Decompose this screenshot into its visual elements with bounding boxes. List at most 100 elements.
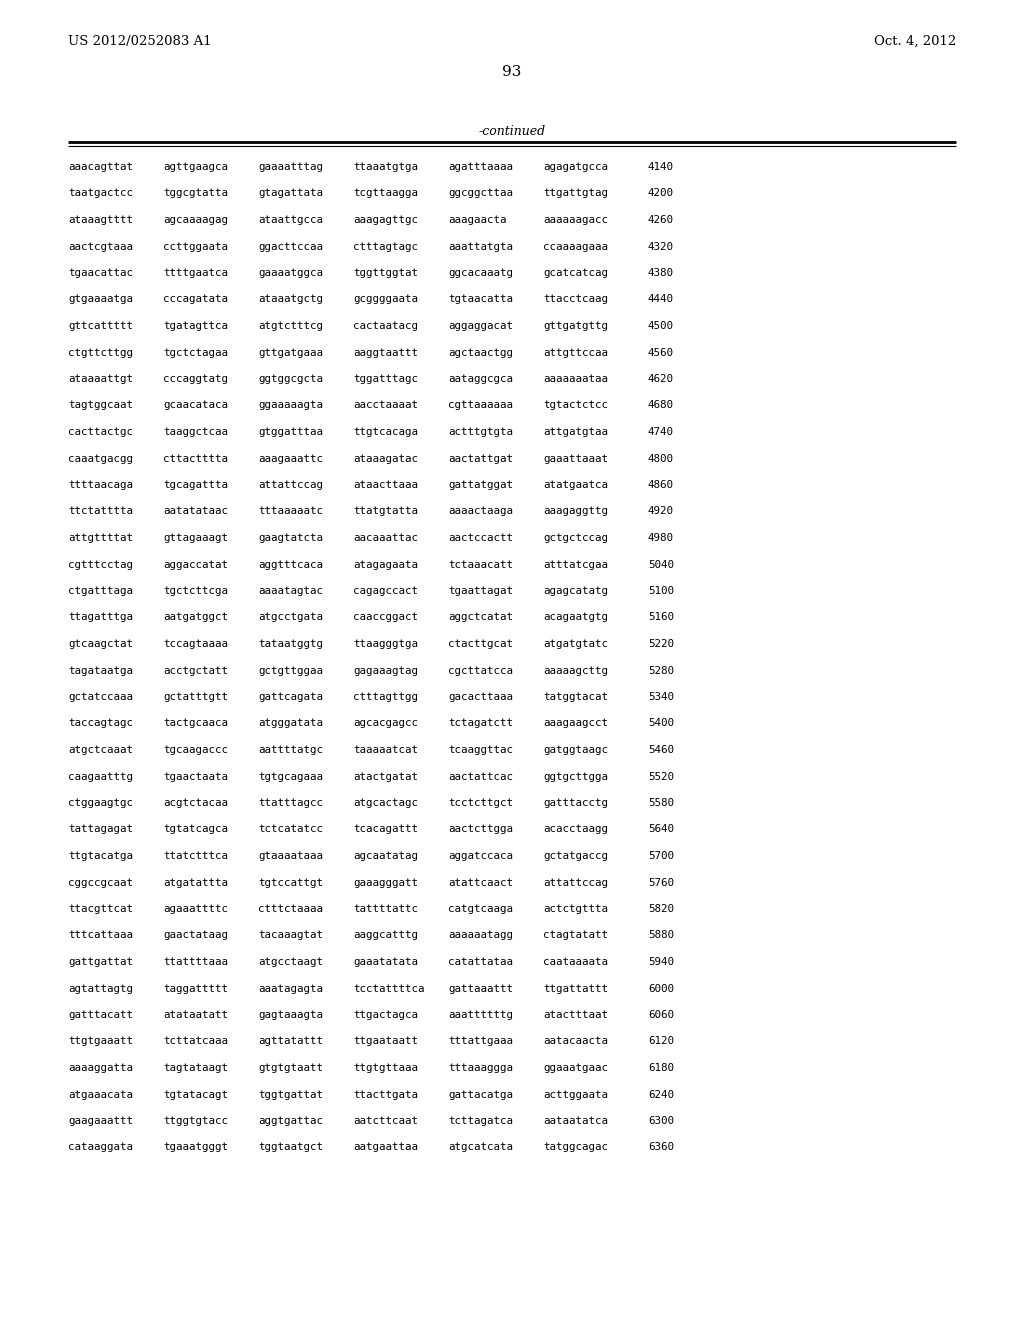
- Text: gtgtgtaatt: gtgtgtaatt: [258, 1063, 323, 1073]
- Text: aattttatgc: aattttatgc: [258, 744, 323, 755]
- Text: aactattgat: aactattgat: [449, 454, 513, 463]
- Text: tgaactaata: tgaactaata: [163, 771, 228, 781]
- Text: tcacagattt: tcacagattt: [353, 825, 418, 834]
- Text: atgatgtatc: atgatgtatc: [543, 639, 608, 649]
- Text: tcctattttca: tcctattttca: [353, 983, 425, 994]
- Text: tagtataagt: tagtataagt: [163, 1063, 228, 1073]
- Text: gagaaagtag: gagaaagtag: [353, 665, 418, 676]
- Text: atgcactagc: atgcactagc: [353, 799, 418, 808]
- Text: cactaatacg: cactaatacg: [353, 321, 418, 331]
- Text: aaacagttat: aaacagttat: [68, 162, 133, 172]
- Text: tccagtaaaa: tccagtaaaa: [163, 639, 228, 649]
- Text: catattataa: catattataa: [449, 957, 513, 968]
- Text: aggaggacat: aggaggacat: [449, 321, 513, 331]
- Text: 6240: 6240: [648, 1089, 674, 1100]
- Text: caataaaata: caataaaata: [543, 957, 608, 968]
- Text: 5220: 5220: [648, 639, 674, 649]
- Text: ctttagttgg: ctttagttgg: [353, 692, 418, 702]
- Text: tggtaatgct: tggtaatgct: [258, 1143, 323, 1152]
- Text: ccaaaagaaa: ccaaaagaaa: [543, 242, 608, 252]
- Text: tcaaggttac: tcaaggttac: [449, 744, 513, 755]
- Text: 4680: 4680: [648, 400, 674, 411]
- Text: aaaatagtac: aaaatagtac: [258, 586, 323, 597]
- Text: 6180: 6180: [648, 1063, 674, 1073]
- Text: gctgctccag: gctgctccag: [543, 533, 608, 543]
- Text: 4320: 4320: [648, 242, 674, 252]
- Text: tgcagattta: tgcagattta: [163, 480, 228, 490]
- Text: ttattttaaa: ttattttaaa: [163, 957, 228, 968]
- Text: acctgctatt: acctgctatt: [163, 665, 228, 676]
- Text: tgcaagaccc: tgcaagaccc: [163, 744, 228, 755]
- Text: gttgatgaaa: gttgatgaaa: [258, 347, 323, 358]
- Text: ggaaatgaac: ggaaatgaac: [543, 1063, 608, 1073]
- Text: agcaatatag: agcaatatag: [353, 851, 418, 861]
- Text: aataatatca: aataatatca: [543, 1115, 608, 1126]
- Text: tacaaagtat: tacaaagtat: [258, 931, 323, 940]
- Text: ataaatgctg: ataaatgctg: [258, 294, 323, 305]
- Text: gtcaagctat: gtcaagctat: [68, 639, 133, 649]
- Text: tagataatga: tagataatga: [68, 665, 133, 676]
- Text: gtagattata: gtagattata: [258, 189, 323, 198]
- Text: caagaatttg: caagaatttg: [68, 771, 133, 781]
- Text: gaagtatcta: gaagtatcta: [258, 533, 323, 543]
- Text: aaagaacta: aaagaacta: [449, 215, 507, 224]
- Text: tctagatctt: tctagatctt: [449, 718, 513, 729]
- Text: ataattgcca: ataattgcca: [258, 215, 323, 224]
- Text: aggtttcaca: aggtttcaca: [258, 560, 323, 569]
- Text: aggaccatat: aggaccatat: [163, 560, 228, 569]
- Text: tggatttagc: tggatttagc: [353, 374, 418, 384]
- Text: cttactttta: cttactttta: [163, 454, 228, 463]
- Text: tgtaacatta: tgtaacatta: [449, 294, 513, 305]
- Text: ttatctttca: ttatctttca: [163, 851, 228, 861]
- Text: gagtaaagta: gagtaaagta: [258, 1010, 323, 1020]
- Text: ataaagtttt: ataaagtttt: [68, 215, 133, 224]
- Text: caaatgacgg: caaatgacgg: [68, 454, 133, 463]
- Text: aaattatgta: aaattatgta: [449, 242, 513, 252]
- Text: tttcattaaa: tttcattaaa: [68, 931, 133, 940]
- Text: gctatccaaa: gctatccaaa: [68, 692, 133, 702]
- Text: -continued: -continued: [478, 125, 546, 139]
- Text: 5280: 5280: [648, 665, 674, 676]
- Text: 5400: 5400: [648, 718, 674, 729]
- Text: cataaggata: cataaggata: [68, 1143, 133, 1152]
- Text: gaaattaaat: gaaattaaat: [543, 454, 608, 463]
- Text: agcacgagcc: agcacgagcc: [353, 718, 418, 729]
- Text: ttagatttga: ttagatttga: [68, 612, 133, 623]
- Text: agttgaagca: agttgaagca: [163, 162, 228, 172]
- Text: Oct. 4, 2012: Oct. 4, 2012: [873, 36, 956, 48]
- Text: acgtctacaa: acgtctacaa: [163, 799, 228, 808]
- Text: actttgtgta: actttgtgta: [449, 426, 513, 437]
- Text: tattagagat: tattagagat: [68, 825, 133, 834]
- Text: aaaactaaga: aaaactaaga: [449, 507, 513, 516]
- Text: ttgattgtag: ttgattgtag: [543, 189, 608, 198]
- Text: aaggcatttg: aaggcatttg: [353, 931, 418, 940]
- Text: ggacttccaa: ggacttccaa: [258, 242, 323, 252]
- Text: ctttagtagc: ctttagtagc: [353, 242, 418, 252]
- Text: tgatagttca: tgatagttca: [163, 321, 228, 331]
- Text: atagagaata: atagagaata: [353, 560, 418, 569]
- Text: acacctaagg: acacctaagg: [543, 825, 608, 834]
- Text: gatttacctg: gatttacctg: [543, 799, 608, 808]
- Text: tctcatatcc: tctcatatcc: [258, 825, 323, 834]
- Text: ataacttaaa: ataacttaaa: [353, 480, 418, 490]
- Text: tttattgaaa: tttattgaaa: [449, 1036, 513, 1047]
- Text: 4500: 4500: [648, 321, 674, 331]
- Text: aacaaattac: aacaaattac: [353, 533, 418, 543]
- Text: tttaaaaatc: tttaaaaatc: [258, 507, 323, 516]
- Text: taatgactcc: taatgactcc: [68, 189, 133, 198]
- Text: ttatgtatta: ttatgtatta: [353, 507, 418, 516]
- Text: tgtgcagaaa: tgtgcagaaa: [258, 771, 323, 781]
- Text: tgaacattac: tgaacattac: [68, 268, 133, 279]
- Text: aaatagagta: aaatagagta: [258, 983, 323, 994]
- Text: aatacaacta: aatacaacta: [543, 1036, 608, 1047]
- Text: ggtggcgcta: ggtggcgcta: [258, 374, 323, 384]
- Text: gttagaaagt: gttagaaagt: [163, 533, 228, 543]
- Text: aatatataac: aatatataac: [163, 507, 228, 516]
- Text: taccagtagc: taccagtagc: [68, 718, 133, 729]
- Text: atatgaatca: atatgaatca: [543, 480, 608, 490]
- Text: attattccag: attattccag: [543, 878, 608, 887]
- Text: taggattttt: taggattttt: [163, 983, 228, 994]
- Text: ccttggaata: ccttggaata: [163, 242, 228, 252]
- Text: gaaaatttag: gaaaatttag: [258, 162, 323, 172]
- Text: 5520: 5520: [648, 771, 674, 781]
